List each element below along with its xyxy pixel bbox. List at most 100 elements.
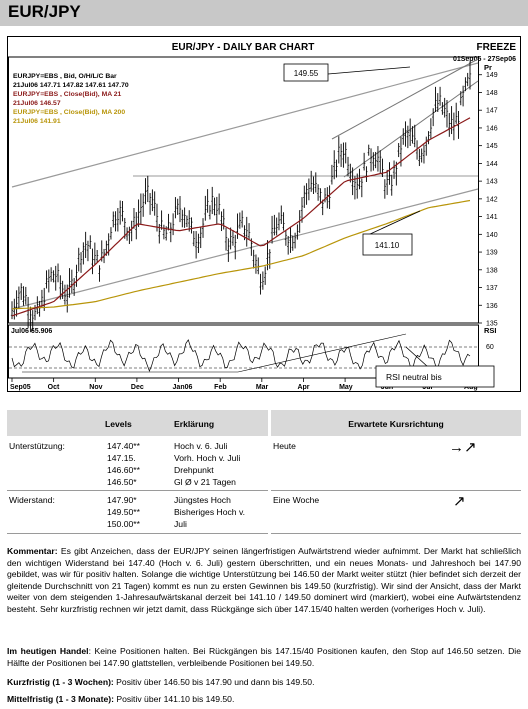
price-tick-label: 140 xyxy=(486,232,498,239)
support-explanation: Gl Ø v 21 Tagen xyxy=(174,477,236,487)
today-arrow-icon: →↗ xyxy=(449,439,477,456)
support-level: 147.40** xyxy=(107,441,140,451)
month-label: Aug xyxy=(464,384,478,391)
channel-upper-line xyxy=(11,62,479,188)
month-label: Apr xyxy=(297,384,309,391)
price-tick-label: 135 xyxy=(486,321,498,328)
week-arrow-icon: ↗ xyxy=(453,493,466,510)
price-tick-label: 139 xyxy=(486,250,498,257)
table-divider xyxy=(7,490,268,491)
table-divider xyxy=(271,490,521,491)
support-explanation: Hoch v. 6. Juli xyxy=(174,441,228,451)
price-tick-label: 143 xyxy=(486,179,498,186)
legend-entry: 21Jul06 147.71 147.82 147.61 147.70 xyxy=(13,82,129,89)
support-explanation: Drehpunkt xyxy=(174,465,214,475)
levels-table: Levels Erklärung Unterstützung: 147.40**… xyxy=(7,410,268,534)
callout-low-box xyxy=(362,233,413,256)
callout-high-text: 149.55 xyxy=(294,69,319,78)
rsi-trend-upper xyxy=(237,333,407,373)
price-tick-label: 145 xyxy=(486,143,498,150)
callout-high-box xyxy=(283,63,329,82)
month-label: Mar xyxy=(256,384,269,391)
price-tick-label: 136 xyxy=(486,303,498,310)
legend-entry: EURJPY=EBS , Bid, O/H/L/C Bar xyxy=(13,73,117,80)
legend-entry: 21Jul06 141.91 xyxy=(13,118,61,125)
ma200-line xyxy=(11,199,471,310)
medium-term-paragraph: Mittelfristig (1 - 3 Monate): Positiv üb… xyxy=(7,694,521,706)
expected-direction-header: Erwartete Kursrichtung xyxy=(271,410,521,436)
month-label: Feb xyxy=(214,384,226,391)
price-tick-label: 148 xyxy=(486,90,498,97)
support-level: 146.60** xyxy=(107,465,140,475)
week-label: Eine Woche xyxy=(273,495,320,505)
support-level: 147.15. xyxy=(107,453,136,463)
rsi-line xyxy=(11,339,471,372)
channel-lower-line xyxy=(11,188,479,310)
commentary-paragraph: Kommentar: Es gibt Anzeichen, dass der E… xyxy=(7,546,521,616)
price-tick-label: 138 xyxy=(486,267,498,274)
resistance-level: 149.50** xyxy=(107,507,140,517)
month-label: May xyxy=(339,384,353,391)
trading-label: Im heutigen Handel xyxy=(7,646,89,656)
commentary-label: Kommentar: xyxy=(7,546,58,556)
rsi-callout-pointer xyxy=(405,346,429,368)
table-divider xyxy=(271,533,521,534)
explanation-col-header: Erklärung xyxy=(174,419,215,429)
price-tick-label: 137 xyxy=(486,285,498,292)
today-label: Heute xyxy=(273,441,296,451)
medium-term-label: Mittelfristig (1 - 3 Monate): xyxy=(7,694,114,704)
price-chart: EUR/JPY - DAILY BAR CHART FREEZE 01Sep05… xyxy=(8,42,517,391)
expected-direction-title: Erwartete Kursrichtung xyxy=(348,419,444,429)
table-divider xyxy=(7,533,268,534)
rsi-callout-text: RSI neutral bis xyxy=(386,372,442,382)
price-tick-label: 146 xyxy=(486,125,498,132)
support-explanation: Vorh. Hoch v. Juli xyxy=(174,453,241,463)
rsi-callout-box xyxy=(375,365,495,388)
price-tick-label: 147 xyxy=(486,108,498,115)
resistance-level: 150.00** xyxy=(107,519,140,529)
trading-paragraph: Im heutigen Handel: Keine Positionen hal… xyxy=(7,646,521,669)
rsi-level-label: 60 xyxy=(486,344,494,351)
resistance-level: 147.90* xyxy=(107,495,137,505)
levels-col-header: Levels xyxy=(105,419,132,429)
month-label: Oct xyxy=(48,384,60,391)
expected-direction-table: Erwartete Kursrichtung Heute →↗ Eine Woc… xyxy=(271,410,521,534)
price-tick-label: 144 xyxy=(486,161,498,168)
rsi-label: RSI xyxy=(484,326,497,335)
price-tick-label: 142 xyxy=(486,196,498,203)
short-term-paragraph: Kurzfristig (1 - 3 Wochen): Positiv über… xyxy=(7,677,521,689)
legend-entry: EURJPY=EBS , Close(Bid), MA 21 xyxy=(13,91,122,98)
month-label: Nov xyxy=(89,384,102,391)
levels-table-header: Levels Erklärung xyxy=(7,410,268,436)
month-label: Jun xyxy=(381,384,393,391)
freeze-label: FREEZE xyxy=(477,42,517,53)
price-axis-label: Pr xyxy=(484,63,492,72)
callout-high-pointer xyxy=(327,66,411,75)
resistance-explanation: Juli xyxy=(174,519,187,529)
legend-entry: EURJPY=EBS , Close(Bid), MA 200 xyxy=(13,109,125,116)
chart-title: EUR/JPY - DAILY BAR CHART xyxy=(172,42,315,53)
price-axis: 149 148 147 146 145 144 143 142 141 140 139 138 137 1… xyxy=(478,72,498,328)
month-label: Jan06 xyxy=(173,384,193,391)
short-channel-upper xyxy=(331,58,479,140)
resistance-explanation: Jüngstes Hoch xyxy=(174,495,231,505)
price-tick-label: 149 xyxy=(486,72,498,79)
chart-legend: EURJPY=EBS , Bid, O/H/L/C Bar 21Jul06 147… xyxy=(13,73,129,125)
month-label: Sep05 xyxy=(10,384,31,391)
commentary-text: Es gibt Anzeichen, dass der EUR/JPY sein… xyxy=(7,546,521,614)
callout-low-text: 141.10 xyxy=(375,241,400,250)
date-range: 01Sep05 - 27Sep06 xyxy=(453,56,516,63)
month-label: Jul xyxy=(422,384,432,391)
trading-text: : Keine Positionen halten. Bei Rückgänge… xyxy=(7,646,521,668)
page-title: EUR/JPY xyxy=(8,2,81,21)
callout-low-pointer xyxy=(367,210,421,236)
rsi-legend: Jul06 65.906 xyxy=(11,328,52,335)
support-label: Unterstützung: xyxy=(9,441,65,451)
short-channel-lower xyxy=(343,80,479,178)
support-level: 146.50* xyxy=(107,477,137,487)
medium-term-text: Positiv über 141.10 bis 149.50. xyxy=(113,694,235,704)
resistance-label: Widerstand: xyxy=(9,495,55,505)
short-term-label: Kurzfristig (1 - 3 Wochen): xyxy=(7,677,114,687)
month-label: Dec xyxy=(131,384,144,391)
chart-frame: EUR/JPY - DAILY BAR CHART FREEZE 01Sep05… xyxy=(7,36,521,392)
